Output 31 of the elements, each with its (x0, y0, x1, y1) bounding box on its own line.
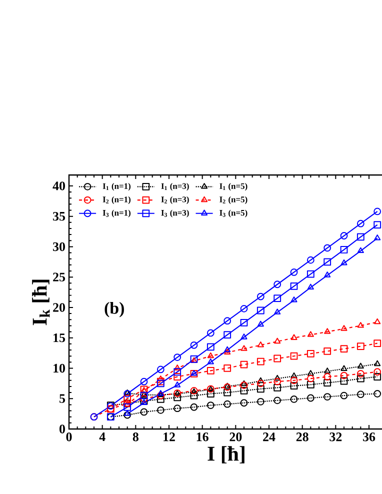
x-tick-label: 4 (99, 432, 106, 442)
x-tick-label: 24 (263, 432, 276, 442)
x-axis-title: I [ħ] (208, 446, 244, 464)
x-tick-label: 20 (230, 432, 242, 442)
y-tick-label: 5 (60, 394, 66, 403)
x-tick-label: 32 (330, 432, 342, 442)
x-tick-label: 8 (132, 432, 138, 442)
legend-label: I$_{2}$ (n=1) (102, 196, 131, 204)
legend-label: I$_{2}$ (n=5) (220, 196, 248, 204)
legend-label: I$_{2}$ (n=3) (161, 196, 189, 204)
legend-label: I$_{3}$ (n=1) (102, 210, 131, 218)
x-tick-label: 28 (296, 432, 308, 442)
y-tick-label: 30 (53, 242, 65, 252)
annotation: (b) (104, 302, 124, 318)
y-tick-label: 40 (52, 182, 65, 190)
y-tick-label: 20 (53, 303, 65, 312)
legend-label: I$_{1}$ (n=3) (161, 182, 189, 191)
y-axis-title: I$_{k}$ [ħ] (32, 280, 50, 326)
y-tick-label: 35 (53, 212, 66, 221)
y-tick-label: 0 (60, 424, 65, 434)
legend-label: I$_{1}$ (n=1) (102, 182, 131, 191)
legend-label: I$_{3}$ (n=3) (161, 210, 189, 218)
y-tick-label: 15 (54, 334, 66, 342)
x-tick-label: 0 (66, 432, 72, 442)
legend-label: I$_{3}$ (n=5) (220, 210, 248, 218)
x-tick-label: 36 (363, 432, 376, 442)
x-tick-label: 16 (196, 432, 208, 442)
x-tick-label: 12 (164, 432, 175, 442)
legend-label: I$_{1}$ (n=5) (220, 182, 248, 191)
y-tick-label: 25 (53, 272, 66, 282)
y-tick-label: 10 (54, 364, 65, 373)
